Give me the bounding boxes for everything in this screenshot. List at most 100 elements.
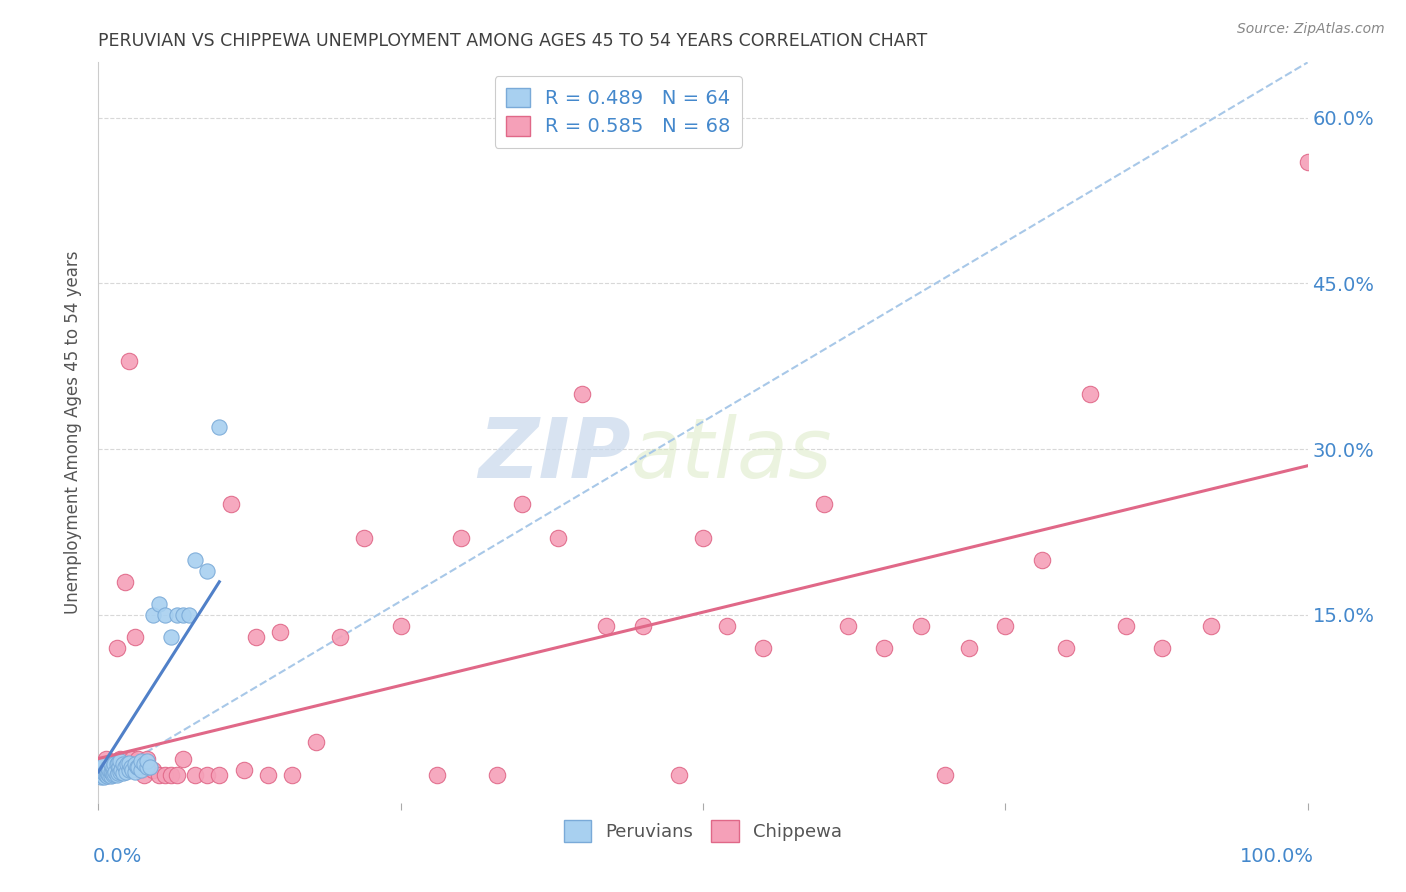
Point <box>1296 154 1319 169</box>
Point <box>127 760 149 774</box>
Point <box>426 768 449 782</box>
Point <box>100 766 122 780</box>
Point <box>108 764 131 779</box>
Legend: Peruvians, Chippewa: Peruvians, Chippewa <box>557 813 849 849</box>
Point <box>692 531 714 545</box>
Point <box>94 768 117 782</box>
Point <box>547 531 569 545</box>
Point <box>110 763 132 777</box>
Point <box>87 763 110 777</box>
Point <box>142 763 165 777</box>
Point <box>160 630 183 644</box>
Point <box>450 531 472 545</box>
Point <box>135 751 157 765</box>
Point <box>98 768 121 782</box>
Point <box>117 757 139 772</box>
Text: Source: ZipAtlas.com: Source: ZipAtlas.com <box>1237 22 1385 37</box>
Text: atlas: atlas <box>630 414 832 495</box>
Point <box>135 760 157 774</box>
Point <box>172 751 194 765</box>
Point <box>994 619 1017 633</box>
Point <box>103 757 125 772</box>
Text: 0.0%: 0.0% <box>93 847 142 866</box>
Point <box>1054 641 1077 656</box>
Point <box>118 763 141 777</box>
Point <box>96 769 118 783</box>
Point <box>91 757 114 772</box>
Point <box>668 768 690 782</box>
Point <box>139 760 162 774</box>
Point <box>93 764 115 779</box>
Point <box>108 754 131 768</box>
Point <box>91 769 114 783</box>
Point <box>124 764 146 779</box>
Point <box>1031 552 1053 566</box>
Point <box>934 768 956 782</box>
Point <box>121 763 143 777</box>
Point <box>111 757 134 772</box>
Text: ZIP: ZIP <box>478 414 630 495</box>
Point <box>595 619 617 633</box>
Point <box>98 757 121 772</box>
Point <box>179 607 201 622</box>
Point <box>134 757 156 772</box>
Point <box>90 766 112 780</box>
Point <box>100 769 122 783</box>
Point <box>93 771 115 785</box>
Point <box>101 768 124 782</box>
Point <box>837 619 859 633</box>
Point <box>114 760 136 774</box>
Point <box>166 607 188 622</box>
Point <box>166 768 188 782</box>
Point <box>105 757 128 772</box>
Point <box>105 768 128 782</box>
Point <box>716 619 738 633</box>
Point <box>232 763 254 777</box>
Point <box>94 763 117 777</box>
Point <box>120 760 142 774</box>
Point <box>96 763 118 777</box>
Point <box>124 630 146 644</box>
Point <box>873 641 896 656</box>
Point <box>97 767 120 781</box>
Point <box>135 754 157 768</box>
Point <box>111 763 134 777</box>
Point <box>208 768 231 782</box>
Point <box>103 757 125 772</box>
Point <box>103 767 125 781</box>
Point <box>127 751 149 765</box>
Point <box>91 760 114 774</box>
Point <box>353 531 375 545</box>
Point <box>100 764 122 779</box>
Point <box>96 764 118 779</box>
Point <box>510 498 533 512</box>
Point <box>1152 641 1174 656</box>
Point <box>124 757 146 772</box>
Point <box>118 353 141 368</box>
Point <box>104 764 127 779</box>
Point <box>107 763 129 777</box>
Point <box>94 751 117 765</box>
Point <box>389 619 412 633</box>
Point <box>1115 619 1137 633</box>
Point <box>134 768 156 782</box>
Point <box>195 564 218 578</box>
Point <box>153 768 176 782</box>
Point <box>100 763 122 777</box>
Y-axis label: Unemployment Among Ages 45 to 54 years: Unemployment Among Ages 45 to 54 years <box>65 251 83 615</box>
Point <box>148 768 170 782</box>
Point <box>129 754 152 768</box>
Point <box>118 756 141 770</box>
Point <box>329 630 352 644</box>
Point <box>1199 619 1222 633</box>
Point <box>127 760 149 774</box>
Point <box>97 768 120 782</box>
Point <box>101 764 124 779</box>
Point <box>1078 387 1101 401</box>
Point <box>91 768 114 782</box>
Point <box>107 756 129 770</box>
Point <box>100 757 122 772</box>
Point <box>101 760 124 774</box>
Point <box>129 763 152 777</box>
Point <box>208 420 231 434</box>
